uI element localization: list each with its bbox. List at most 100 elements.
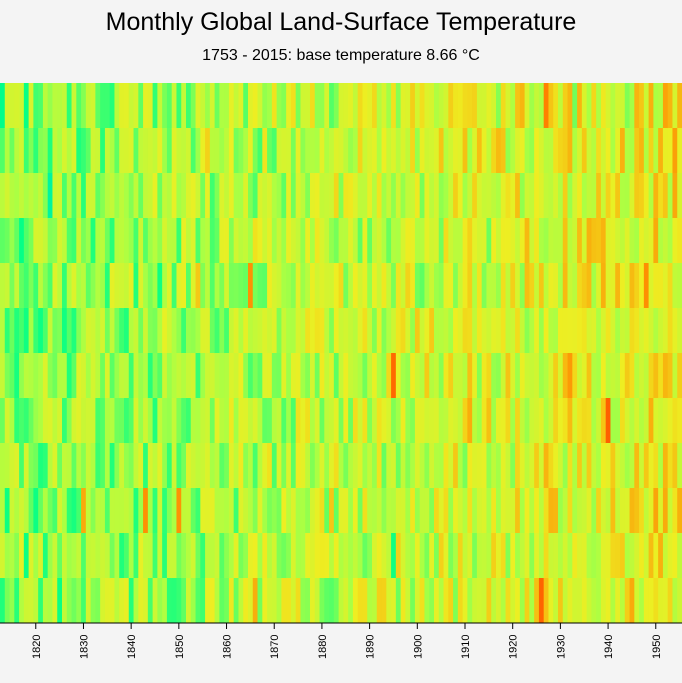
heatmap-cell[interactable]: [214, 173, 220, 219]
heatmap-cell[interactable]: [395, 308, 402, 354]
heatmap-cell[interactable]: [209, 308, 216, 354]
heatmap-cell[interactable]: [166, 353, 173, 399]
heatmap-cell[interactable]: [677, 128, 682, 174]
heatmap-cell[interactable]: [324, 353, 330, 399]
heatmap-cell[interactable]: [624, 218, 630, 264]
heatmap-cell[interactable]: [605, 218, 611, 264]
heatmap-cell[interactable]: [28, 443, 34, 489]
heatmap-cell[interactable]: [209, 353, 216, 399]
heatmap-cell[interactable]: [324, 398, 330, 444]
heatmap-cell[interactable]: [505, 533, 511, 579]
heatmap-cell[interactable]: [505, 353, 511, 399]
heatmap-cell[interactable]: [424, 533, 430, 579]
heatmap-cell[interactable]: [19, 218, 25, 264]
heatmap-cell[interactable]: [71, 443, 77, 489]
heatmap-cell[interactable]: [538, 218, 545, 264]
heatmap-cell[interactable]: [639, 353, 645, 399]
heatmap-cell[interactable]: [114, 533, 120, 579]
heatmap-cell[interactable]: [262, 263, 268, 309]
heatmap-cell[interactable]: [310, 353, 316, 399]
heatmap-cell[interactable]: [114, 353, 120, 399]
heatmap-cell[interactable]: [33, 83, 39, 129]
heatmap-cell[interactable]: [95, 353, 101, 399]
heatmap-cell[interactable]: [0, 578, 6, 624]
heatmap-cell[interactable]: [338, 128, 344, 174]
heatmap-cell[interactable]: [147, 443, 154, 489]
heatmap-cell[interactable]: [162, 353, 168, 399]
heatmap-cell[interactable]: [209, 128, 216, 174]
heatmap-cell[interactable]: [19, 443, 25, 489]
heatmap-cell[interactable]: [496, 443, 502, 489]
heatmap-cell[interactable]: [104, 443, 111, 489]
heatmap-cell[interactable]: [166, 533, 173, 579]
heatmap-cell[interactable]: [209, 173, 216, 219]
heatmap-cell[interactable]: [147, 353, 154, 399]
heatmap-cell[interactable]: [286, 578, 292, 624]
heatmap-cell[interactable]: [352, 173, 359, 219]
heatmap-cell[interactable]: [658, 83, 664, 129]
heatmap-cell[interactable]: [443, 218, 449, 264]
heatmap-cell[interactable]: [300, 578, 306, 624]
heatmap-cell[interactable]: [395, 533, 402, 579]
heatmap-cell[interactable]: [639, 128, 645, 174]
heatmap-cell[interactable]: [300, 443, 306, 489]
heatmap-cell[interactable]: [333, 443, 340, 489]
heatmap-cell[interactable]: [510, 83, 516, 129]
heatmap-cell[interactable]: [195, 488, 201, 534]
heatmap-cell[interactable]: [252, 218, 258, 264]
heatmap-cell[interactable]: [314, 83, 320, 129]
heatmap-cell[interactable]: [448, 578, 454, 624]
heatmap-cell[interactable]: [615, 488, 621, 534]
heatmap-cell[interactable]: [658, 173, 664, 219]
heatmap-cell[interactable]: [596, 83, 602, 129]
heatmap-cell[interactable]: [558, 308, 564, 354]
heatmap-cell[interactable]: [176, 128, 182, 174]
heatmap-cell[interactable]: [181, 308, 187, 354]
heatmap-cell[interactable]: [128, 83, 134, 129]
heatmap-cell[interactable]: [219, 173, 225, 219]
heatmap-cell[interactable]: [286, 218, 292, 264]
heatmap-cell[interactable]: [634, 173, 640, 219]
heatmap-cell[interactable]: [319, 263, 325, 309]
heatmap-cell[interactable]: [85, 173, 92, 219]
heatmap-cell[interactable]: [190, 308, 196, 354]
heatmap-cell[interactable]: [176, 443, 182, 489]
heatmap-cell[interactable]: [662, 488, 669, 534]
heatmap-cell[interactable]: [610, 533, 616, 579]
heatmap-cell[interactable]: [481, 83, 487, 129]
heatmap-cell[interactable]: [314, 578, 320, 624]
heatmap-cell[interactable]: [333, 488, 340, 534]
heatmap-cell[interactable]: [228, 353, 235, 399]
heatmap-cell[interactable]: [605, 443, 611, 489]
heatmap-cell[interactable]: [648, 218, 654, 264]
heatmap-cell[interactable]: [352, 218, 359, 264]
heatmap-cell[interactable]: [505, 578, 511, 624]
heatmap-cell[interactable]: [85, 488, 92, 534]
heatmap-cell[interactable]: [195, 128, 201, 174]
heatmap-cell[interactable]: [496, 263, 502, 309]
heatmap-cell[interactable]: [224, 128, 230, 174]
heatmap-cell[interactable]: [104, 578, 111, 624]
heatmap-cell[interactable]: [195, 533, 201, 579]
heatmap-cell[interactable]: [286, 173, 292, 219]
heatmap-cell[interactable]: [324, 128, 330, 174]
heatmap-cell[interactable]: [629, 488, 635, 534]
heatmap-cell[interactable]: [100, 398, 106, 444]
heatmap-cell[interactable]: [76, 218, 82, 264]
heatmap-cell[interactable]: [658, 218, 664, 264]
heatmap-cell[interactable]: [33, 308, 39, 354]
heatmap-cell[interactable]: [643, 308, 650, 354]
heatmap-cell[interactable]: [372, 83, 378, 129]
heatmap-cell[interactable]: [648, 533, 654, 579]
heatmap-cell[interactable]: [81, 398, 87, 444]
heatmap-cell[interactable]: [219, 353, 225, 399]
heatmap-cell[interactable]: [128, 218, 134, 264]
heatmap-cell[interactable]: [510, 353, 516, 399]
heatmap-cell[interactable]: [267, 218, 273, 264]
heatmap-cell[interactable]: [305, 353, 311, 399]
heatmap-cell[interactable]: [143, 488, 149, 534]
heatmap-cell[interactable]: [414, 488, 421, 534]
heatmap-cell[interactable]: [653, 83, 659, 129]
heatmap-cell[interactable]: [295, 263, 301, 309]
heatmap-cell[interactable]: [314, 443, 320, 489]
